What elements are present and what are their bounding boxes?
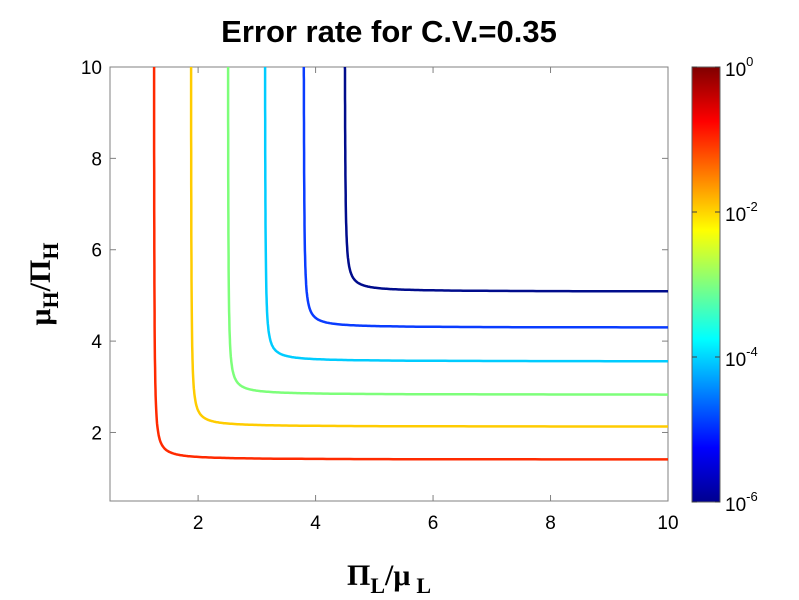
colorbar-tick-label: 10-6 [725, 489, 758, 516]
y-tick-label: 6 [91, 241, 102, 262]
plot-area [109, 66, 669, 502]
contour-line [343, 67, 668, 293]
contour-line [189, 67, 668, 428]
contour-line [226, 67, 668, 396]
contour-line [263, 67, 668, 363]
x-tick-label: 2 [193, 513, 204, 534]
contour-lines [152, 67, 668, 461]
colorbar-tick-label: 100 [725, 54, 753, 81]
y-tick-label: 2 [91, 423, 102, 444]
x-axis: 2 4 6 8 10 [193, 67, 679, 534]
y-tick-label: 8 [91, 149, 102, 170]
colorbar-tick-label: 10-4 [725, 344, 758, 371]
x-tick-label: 8 [545, 513, 556, 534]
contour-line [302, 67, 668, 329]
colorbar [691, 66, 721, 503]
colorbar-ticks: 100 10-2 10-4 10-6 [692, 54, 758, 516]
y-axis-label: μH/ΠH [24, 243, 63, 326]
x-tick-label: 4 [310, 513, 321, 534]
x-axis-label: ΠL/μ L [347, 559, 431, 598]
x-tick-label: 10 [657, 513, 678, 534]
x-tick-label: 6 [428, 513, 439, 534]
contour-line [152, 67, 668, 461]
y-axis: 2 4 6 8 10 [81, 58, 668, 444]
y-tick-label: 4 [91, 332, 102, 353]
chart-title: Error rate for C.V.=0.35 [221, 14, 557, 49]
y-tick-label: 10 [81, 58, 102, 79]
colorbar-tick-label: 10-2 [725, 199, 758, 226]
